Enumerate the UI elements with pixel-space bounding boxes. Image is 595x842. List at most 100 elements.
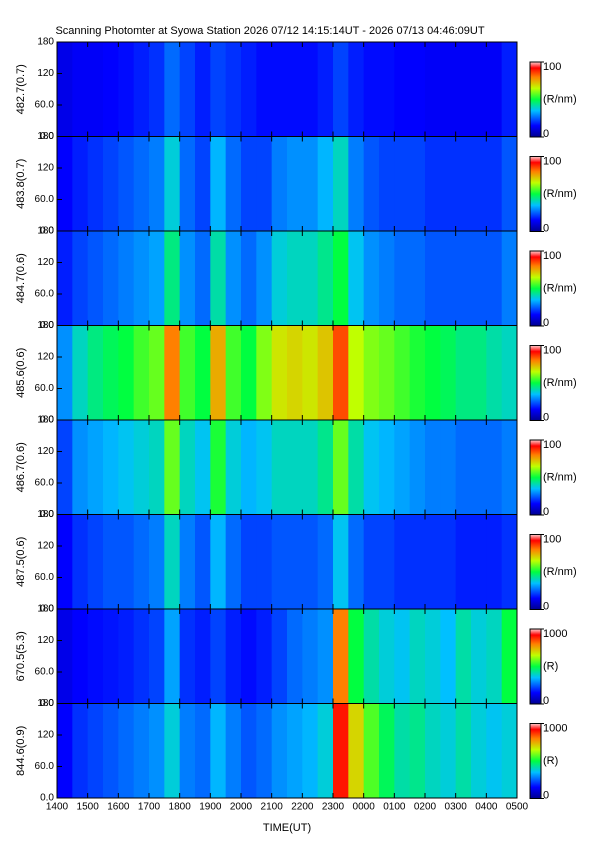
heat-cell (471, 609, 487, 704)
heat-cell (103, 136, 119, 231)
heat-cell (271, 703, 288, 798)
heat-cell (195, 325, 211, 420)
heat-cell (379, 231, 395, 326)
heat-cell (471, 231, 487, 326)
panel-frame (56, 703, 518, 799)
colorbar-label: (R/nm) (543, 377, 577, 389)
y-tick-label: 60.0 (35, 194, 55, 205)
x-tick-label: 1700 (138, 802, 161, 813)
heat-cell (409, 609, 426, 704)
heat-cell (394, 231, 411, 326)
heat-cell (333, 420, 349, 515)
heat-cell (118, 609, 135, 704)
y-tick-label: 180 (37, 509, 54, 520)
heat-cell (195, 136, 211, 231)
heat-cell (471, 514, 487, 609)
heat-cell (133, 231, 150, 326)
colorbar (529, 723, 542, 799)
heat-cell (302, 42, 319, 137)
y-axis-label: 484.7(0.6) (15, 253, 27, 303)
y-tick-label: 0.0 (40, 698, 54, 709)
heat-cell (455, 420, 472, 515)
heat-cell (409, 703, 426, 798)
heat-cell (486, 325, 503, 420)
heat-cell (348, 703, 365, 798)
heat-cell (317, 231, 334, 326)
colorbar (529, 628, 542, 705)
x-tick-label: 2200 (291, 802, 314, 813)
heat-cell (118, 136, 135, 231)
y-axis-label: 483.8(0.7) (15, 159, 27, 209)
colorbar (529, 534, 542, 610)
heat-cell (103, 42, 119, 137)
y-tick-label: 0.0 (40, 604, 54, 615)
heat-cell (379, 703, 395, 798)
heat-cell (486, 231, 503, 326)
heat-cell (302, 514, 319, 609)
x-tick-label: 1600 (107, 802, 130, 813)
heat-cell (103, 325, 119, 420)
heat-cell (133, 325, 150, 420)
heat-cell (195, 703, 211, 798)
heat-cell (210, 703, 227, 798)
y-tick-label: 120 (37, 541, 54, 552)
heat-cell (149, 136, 165, 231)
heat-cell (164, 514, 181, 609)
heat-cell (425, 703, 441, 798)
heat-cell (348, 609, 365, 704)
colorbar (529, 439, 542, 516)
colorbar-tick-label: 0 (543, 411, 549, 423)
heat-cell (57, 136, 73, 231)
y-tick-label: 180 (37, 698, 54, 709)
heat-cell (133, 609, 150, 704)
colorbar (529, 250, 542, 327)
colorbar-tick-label: 0 (543, 222, 549, 234)
heat-cell (179, 514, 196, 609)
y-axis-label: 482.7(0.7) (15, 64, 27, 114)
heat-cell (241, 420, 257, 515)
heat-cell (486, 514, 503, 609)
y-tick-label: 60.0 (35, 667, 55, 678)
heat-cell (302, 136, 319, 231)
colorbar-tick-label: 0 (543, 695, 549, 707)
colorbar-tick-label: 0 (543, 317, 549, 329)
heat-cell (379, 42, 395, 137)
heat-cell (164, 703, 181, 798)
heat-cell (256, 325, 273, 420)
heat-cell (394, 325, 411, 420)
heat-cell (455, 42, 472, 137)
y-tick-label: 60.0 (35, 383, 55, 394)
heat-cell (271, 231, 288, 326)
heat-cell (87, 514, 104, 609)
heat-cell (440, 325, 457, 420)
colorbar-tick-label: 100 (543, 250, 561, 262)
heat-cell (164, 231, 181, 326)
chart-title: Scanning Photomter at Syowa Station 2026… (55, 25, 484, 37)
y-tick-label: 180 (37, 131, 54, 142)
heat-cell (210, 325, 227, 420)
heat-cell (317, 420, 334, 515)
heat-cell (471, 136, 487, 231)
x-tick-label: 2100 (261, 802, 284, 813)
heat-cell (425, 231, 441, 326)
colorbar-tick-label: 100 (543, 344, 561, 356)
y-tick-label: 60.0 (35, 572, 55, 583)
heat-cell (241, 703, 257, 798)
heat-cell (179, 703, 196, 798)
heat-cell (302, 325, 319, 420)
heat-cell (271, 609, 288, 704)
heat-cell (149, 325, 165, 420)
colorbar-label: (R) (543, 755, 558, 767)
heat-cell (501, 136, 518, 231)
heat-cell (210, 514, 227, 609)
colorbar-tick-label: 100 (543, 533, 561, 545)
heat-cell (501, 325, 518, 420)
heat-cell (379, 420, 395, 515)
y-tick-label: 60.0 (35, 478, 55, 489)
x-tick-label: 0500 (506, 802, 529, 813)
heat-cell (471, 703, 487, 798)
heat-cell (348, 514, 365, 609)
heat-cell (72, 42, 89, 137)
heat-cell (287, 514, 303, 609)
y-tick-label: 60.0 (35, 289, 55, 300)
